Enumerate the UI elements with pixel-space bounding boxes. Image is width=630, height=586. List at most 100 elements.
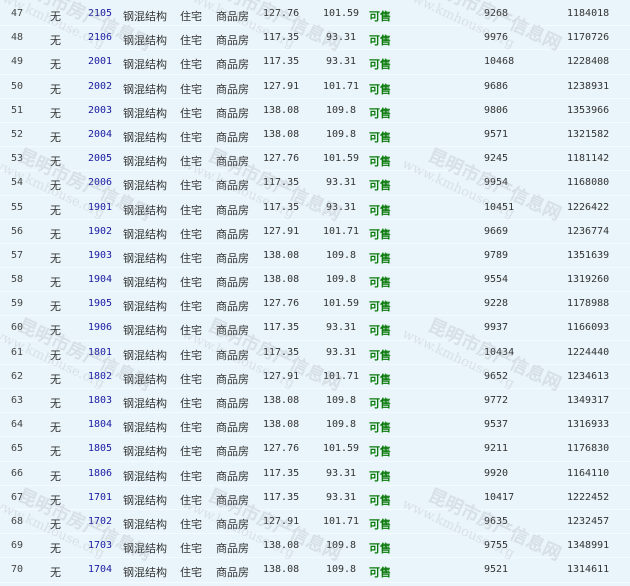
total-price: 1166093	[567, 322, 610, 334]
total-price: 1224440	[567, 346, 610, 358]
presale-flag: 无	[50, 445, 61, 459]
room-number-link[interactable]: 2105	[88, 8, 113, 19]
structure: 钢混结构	[123, 566, 167, 580]
table-row: 69 无 1703 钢混结构 住宅 商品房 138.08 109.8 可售 9755 1348991	[0, 534, 630, 559]
inner-area: 93.31	[325, 177, 357, 189]
floor-area: 138.08	[263, 249, 300, 261]
sale-status: 可售	[369, 300, 391, 314]
table-row: 47 无 2105 钢混结构 住宅 商品房 127.76 101.59 可售 9268 118401…	[0, 2, 630, 27]
table-row: 57 无 1903 钢混结构 住宅 商品房 138.08 109.8 可售 9789 1351639	[0, 244, 630, 269]
floor-area: 117.35	[263, 491, 300, 503]
room-number-link[interactable]: 1802	[88, 370, 113, 382]
presale-flag: 无	[50, 397, 61, 410]
total-price: 1348991	[567, 540, 610, 552]
structure: 钢混结构	[123, 155, 167, 169]
presale-flag: 无	[50, 179, 61, 193]
inner-area: 101.59	[322, 8, 360, 19]
room-number-link[interactable]: 1702	[88, 515, 113, 527]
table-row: 60 无 1906 钢混结构 住宅 商品房 117.35 93.31 可售 9937 1166093	[0, 316, 630, 341]
inner-area: 109.8	[325, 395, 357, 406]
room-number-link[interactable]: 1906	[88, 322, 113, 334]
floor-area: 117.35	[263, 177, 300, 189]
room-number-link[interactable]: 1904	[88, 274, 113, 286]
room-number-link[interactable]: 1801	[88, 346, 113, 358]
room-number-link[interactable]: 2001	[88, 56, 113, 68]
total-price: 1176830	[567, 443, 610, 455]
room-number-link[interactable]: 1704	[88, 564, 113, 576]
inner-area: 109.8	[325, 564, 357, 576]
room-number-link[interactable]: 1806	[88, 467, 113, 479]
total-price: 1351639	[567, 249, 610, 261]
room-number-link[interactable]: 1902	[88, 225, 113, 237]
presale-flag: 无	[50, 58, 61, 72]
room-number-link[interactable]: 1803	[88, 395, 113, 406]
structure: 钢混结构	[123, 469, 167, 483]
structure: 钢混结构	[123, 542, 167, 556]
floor-area: 138.08	[263, 274, 300, 286]
total-price: 1236774	[567, 225, 610, 237]
room-number-link[interactable]: 2106	[88, 32, 113, 44]
sale-status: 可售	[369, 203, 391, 217]
structure: 钢混结构	[123, 421, 167, 435]
sale-status: 可售	[369, 58, 391, 72]
usage: 住宅	[180, 82, 202, 96]
floor-area: 138.08	[263, 104, 300, 116]
floor-area: 138.08	[263, 395, 300, 406]
usage: 住宅	[180, 300, 202, 314]
usage: 住宅	[180, 372, 202, 386]
usage: 住宅	[180, 445, 202, 459]
unit-price: 9669	[484, 225, 509, 237]
inner-area: 93.31	[325, 322, 357, 334]
house-type: 商品房	[216, 348, 249, 362]
structure: 钢混结构	[123, 517, 167, 531]
room-number-link[interactable]: 2003	[88, 104, 113, 116]
table-row: 70 无 1704 钢混结构 住宅 商品房 138.08 109.8 可售 9521 1314611	[0, 558, 630, 583]
table-row: 59 无 1905 钢混结构 住宅 商品房 127.76 101.59 可售 9228 117898…	[0, 292, 630, 317]
room-number-link[interactable]: 1703	[88, 540, 113, 552]
room-number-link[interactable]: 2006	[88, 177, 113, 189]
floor-area: 127.76	[263, 443, 300, 455]
usage: 住宅	[180, 10, 202, 23]
sale-status: 可售	[369, 227, 391, 241]
room-number-link[interactable]: 2005	[88, 153, 113, 165]
floor-area: 127.91	[263, 80, 300, 92]
sale-status: 可售	[369, 34, 391, 48]
presale-flag: 无	[50, 372, 61, 386]
house-type: 商品房	[216, 493, 249, 507]
room-number-link[interactable]: 1805	[88, 443, 113, 455]
room-number-link[interactable]: 1901	[88, 201, 113, 213]
total-price: 1319260	[567, 274, 610, 286]
presale-flag: 无	[50, 566, 61, 580]
total-price: 1234613	[567, 370, 610, 382]
inner-area: 101.71	[322, 515, 360, 527]
room-number-link[interactable]: 1903	[88, 249, 113, 261]
presale-flag: 无	[50, 542, 61, 556]
sale-status: 可售	[369, 106, 391, 120]
room-number-link[interactable]: 2002	[88, 80, 113, 92]
total-price: 1228408	[567, 56, 610, 68]
table-row: 66 无 1806 钢混结构 住宅 商品房 117.35 93.31 可售 9920 1164110	[0, 462, 630, 486]
room-number-link[interactable]: 1701	[88, 491, 113, 503]
sale-status: 可售	[369, 493, 391, 507]
sale-status: 可售	[369, 155, 391, 169]
row-index: 48	[11, 32, 24, 44]
unit-price: 9954	[484, 177, 509, 189]
room-number-link[interactable]: 1804	[88, 419, 113, 431]
presale-flag: 无	[50, 251, 61, 265]
total-price: 1184018	[567, 8, 610, 19]
room-number-link[interactable]: 1905	[88, 298, 113, 310]
structure: 钢混结构	[123, 10, 167, 23]
row-index: 67	[11, 491, 24, 503]
table-row: 63 无 1803 钢混结构 住宅 商品房 138.08 109.8 可售 9772 1349317	[0, 389, 630, 414]
room-number-link[interactable]: 2004	[88, 128, 113, 140]
floor-area: 117.35	[263, 32, 300, 44]
row-index: 64	[11, 419, 24, 431]
usage: 住宅	[180, 130, 202, 144]
usage: 住宅	[180, 517, 202, 531]
usage: 住宅	[180, 324, 202, 338]
row-index: 47	[11, 8, 24, 19]
table-row: 64 无 1804 钢混结构 住宅 商品房 138.08 109.8 可售 9537 1316933	[0, 413, 630, 438]
sale-status: 可售	[369, 276, 391, 290]
house-type: 商品房	[216, 227, 249, 241]
